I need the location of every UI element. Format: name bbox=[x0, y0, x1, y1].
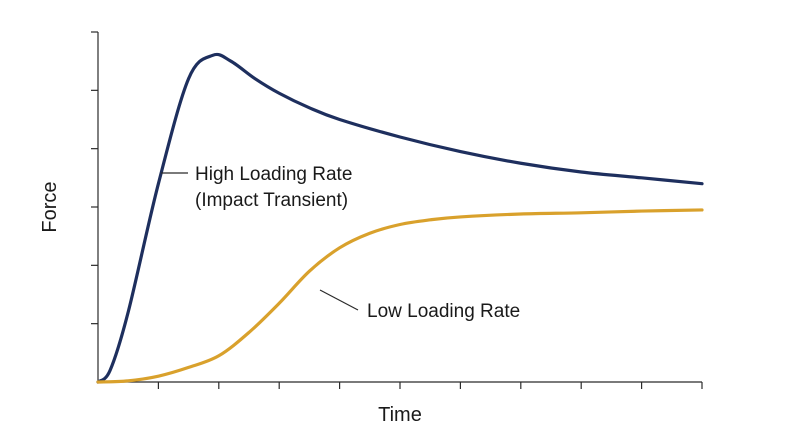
annotation-high-loading-rate: High Loading Rate (Impact Transient) bbox=[161, 164, 352, 211]
annotation-low-loading-rate: Low Loading Rate bbox=[319, 289, 520, 322]
x-axis-label: Time bbox=[378, 404, 422, 426]
axes bbox=[91, 31, 703, 389]
series-line-high-loading-rate bbox=[96, 52, 704, 384]
annotation-low-label: Low Loading Rate bbox=[367, 301, 520, 322]
x-ticks bbox=[157, 382, 703, 389]
annotation-high-label-line2: (Impact Transient) bbox=[195, 190, 348, 211]
annotation-low-leader bbox=[319, 289, 359, 311]
series-group bbox=[96, 52, 704, 384]
series-line-low-loading-rate bbox=[96, 208, 704, 384]
y-ticks bbox=[91, 31, 98, 325]
annotation-high-label-line1: High Loading Rate bbox=[195, 164, 352, 185]
y-axis-label: Force bbox=[39, 181, 61, 232]
